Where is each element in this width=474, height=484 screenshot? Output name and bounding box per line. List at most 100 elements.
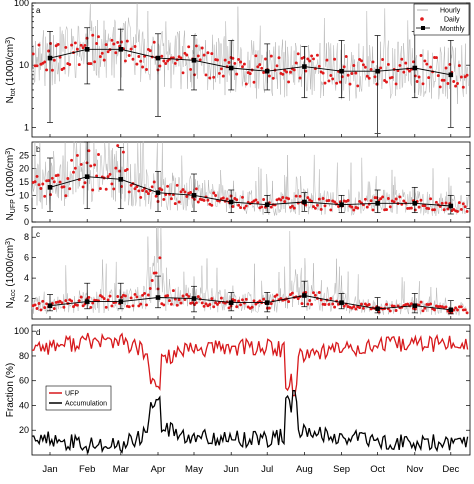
panel-a-frame <box>31 2 471 138</box>
panel-a-daily-point <box>139 59 143 63</box>
panel-b-daily-point <box>47 179 51 183</box>
panel-c-daily-point <box>454 306 458 310</box>
panel-c-daily-point <box>154 271 158 275</box>
panel-a-daily-point <box>37 43 41 47</box>
panel-a-daily-point <box>200 46 204 50</box>
panel-c-daily-point <box>252 299 256 303</box>
panel-b-daily-point <box>150 185 154 189</box>
panel-a-daily-point <box>413 74 417 78</box>
panel-c-daily-point <box>62 305 66 309</box>
panel-a-daily-point <box>217 71 221 75</box>
panel-a-daily-point <box>415 80 419 83</box>
panel-c-daily-point <box>116 295 120 298</box>
panel-c-daily-point <box>406 302 410 306</box>
panel-c: c NAcc (1000/cm3) 2 4 6 8 <box>5 226 471 320</box>
panel-b-daily-point <box>214 194 218 197</box>
panel-c-daily-point <box>219 296 223 300</box>
panel-c-daily-point <box>275 293 279 297</box>
panel-a-daily-point <box>68 63 72 66</box>
panel-c-daily-point <box>39 308 43 312</box>
panel-a-daily-point <box>404 61 408 65</box>
panel-a-daily-point <box>354 71 358 75</box>
panel-c-daily-point <box>100 295 104 299</box>
panel-a-daily-point <box>269 54 273 58</box>
panel-c-daily-point <box>127 305 131 309</box>
panel-a-daily-point <box>242 62 246 66</box>
panel-a-daily-point <box>385 80 388 84</box>
panel-a-daily-point <box>294 61 298 65</box>
panel-c-daily-point <box>409 302 413 306</box>
panel-c-daily-point <box>75 303 79 307</box>
panel-c-daily-point <box>196 295 200 299</box>
panel-c-daily-point <box>210 297 214 301</box>
panel-b-daily-point <box>49 193 52 197</box>
panel-c-daily-point <box>333 305 337 309</box>
panel-b-daily-point <box>141 189 145 193</box>
panel-a-monthly-marker <box>339 68 344 74</box>
panel-a-daily-point <box>386 62 390 66</box>
panel-a-daily-point <box>400 57 404 61</box>
panel-b-daily-point <box>254 198 258 202</box>
panel-c-daily-point <box>459 305 463 309</box>
panel-c-daily-point <box>214 301 218 305</box>
panel-a-daily-point <box>93 60 97 64</box>
panel-b-daily-point <box>173 202 177 206</box>
panel-c-daily-point <box>388 309 392 313</box>
panel-c-daily-point <box>419 300 423 304</box>
panel-a-daily-point <box>189 67 193 71</box>
panel-a-daily-point <box>292 68 296 72</box>
panel-a-daily-point <box>298 76 302 80</box>
panel-a-daily-point <box>73 41 77 45</box>
month-label: Oct <box>370 464 385 475</box>
panel-a-daily-point <box>181 71 185 75</box>
panel-b-daily-point <box>423 204 427 208</box>
panel-b-daily-point <box>313 206 317 210</box>
panel-d-letter: d <box>36 328 40 337</box>
panel-b-daily-point <box>104 187 108 191</box>
panel-b-daily-point <box>116 144 120 148</box>
legend-monthly-label: Monthly <box>440 26 465 33</box>
panel-b-ylabel: NUFP (1000/cm3) <box>5 148 17 221</box>
panel-b-daily-point <box>68 187 72 191</box>
month-label: Aug <box>296 464 313 475</box>
panel-c-daily-point <box>262 297 266 301</box>
panel-b-daily-point <box>93 163 97 167</box>
panel-b-daily-point <box>62 185 66 189</box>
panel-c-daily-point <box>200 301 204 305</box>
panel-b-daily-point <box>160 188 164 192</box>
panel-c-daily-point <box>296 297 300 301</box>
panel-a-daily-point <box>237 57 241 61</box>
panel-b-daily-point <box>256 201 260 205</box>
panel-a-daily-point <box>408 69 411 73</box>
panel-c-daily-point <box>250 305 254 309</box>
panel-b-daily-point <box>385 208 388 212</box>
panel-c-daily-point <box>358 306 362 310</box>
panel-a-daily-point <box>394 82 398 86</box>
panel-c-daily-point <box>313 293 317 297</box>
panel-a-daily-point <box>423 59 427 63</box>
panel-c-daily-point <box>216 302 219 306</box>
panel-b-daily-point <box>292 206 296 210</box>
panel-a-daily-point <box>164 62 168 65</box>
panel-a-daily-point <box>171 56 175 60</box>
panel-a-daily-point <box>212 75 216 79</box>
panel-b-daily-point <box>427 207 431 211</box>
panel-b-daily-point <box>127 190 131 194</box>
panel-b-daily-point <box>50 176 54 180</box>
panel-b-daily-point <box>129 183 133 187</box>
legend-bottom-box <box>45 385 112 411</box>
panel-a-daily-point <box>381 58 385 61</box>
panel-b-daily-point <box>386 197 390 200</box>
panel-a-ytick-label: 1 <box>24 122 29 132</box>
panel-c-daily-point <box>150 279 154 282</box>
panel-c-daily-point <box>108 294 112 298</box>
panel-b-daily-point <box>146 192 150 196</box>
panel-a-daily-point <box>210 52 214 56</box>
panel-b-daily-point <box>164 193 168 196</box>
panel-a-daily-point <box>131 57 135 61</box>
panel-a-daily-point <box>315 53 319 57</box>
panel-c-monthly-marker <box>448 307 454 313</box>
panel-c-monthly-line <box>49 295 451 311</box>
panel-c-daily-point <box>310 302 314 306</box>
panel-c-daily-point <box>89 305 93 309</box>
